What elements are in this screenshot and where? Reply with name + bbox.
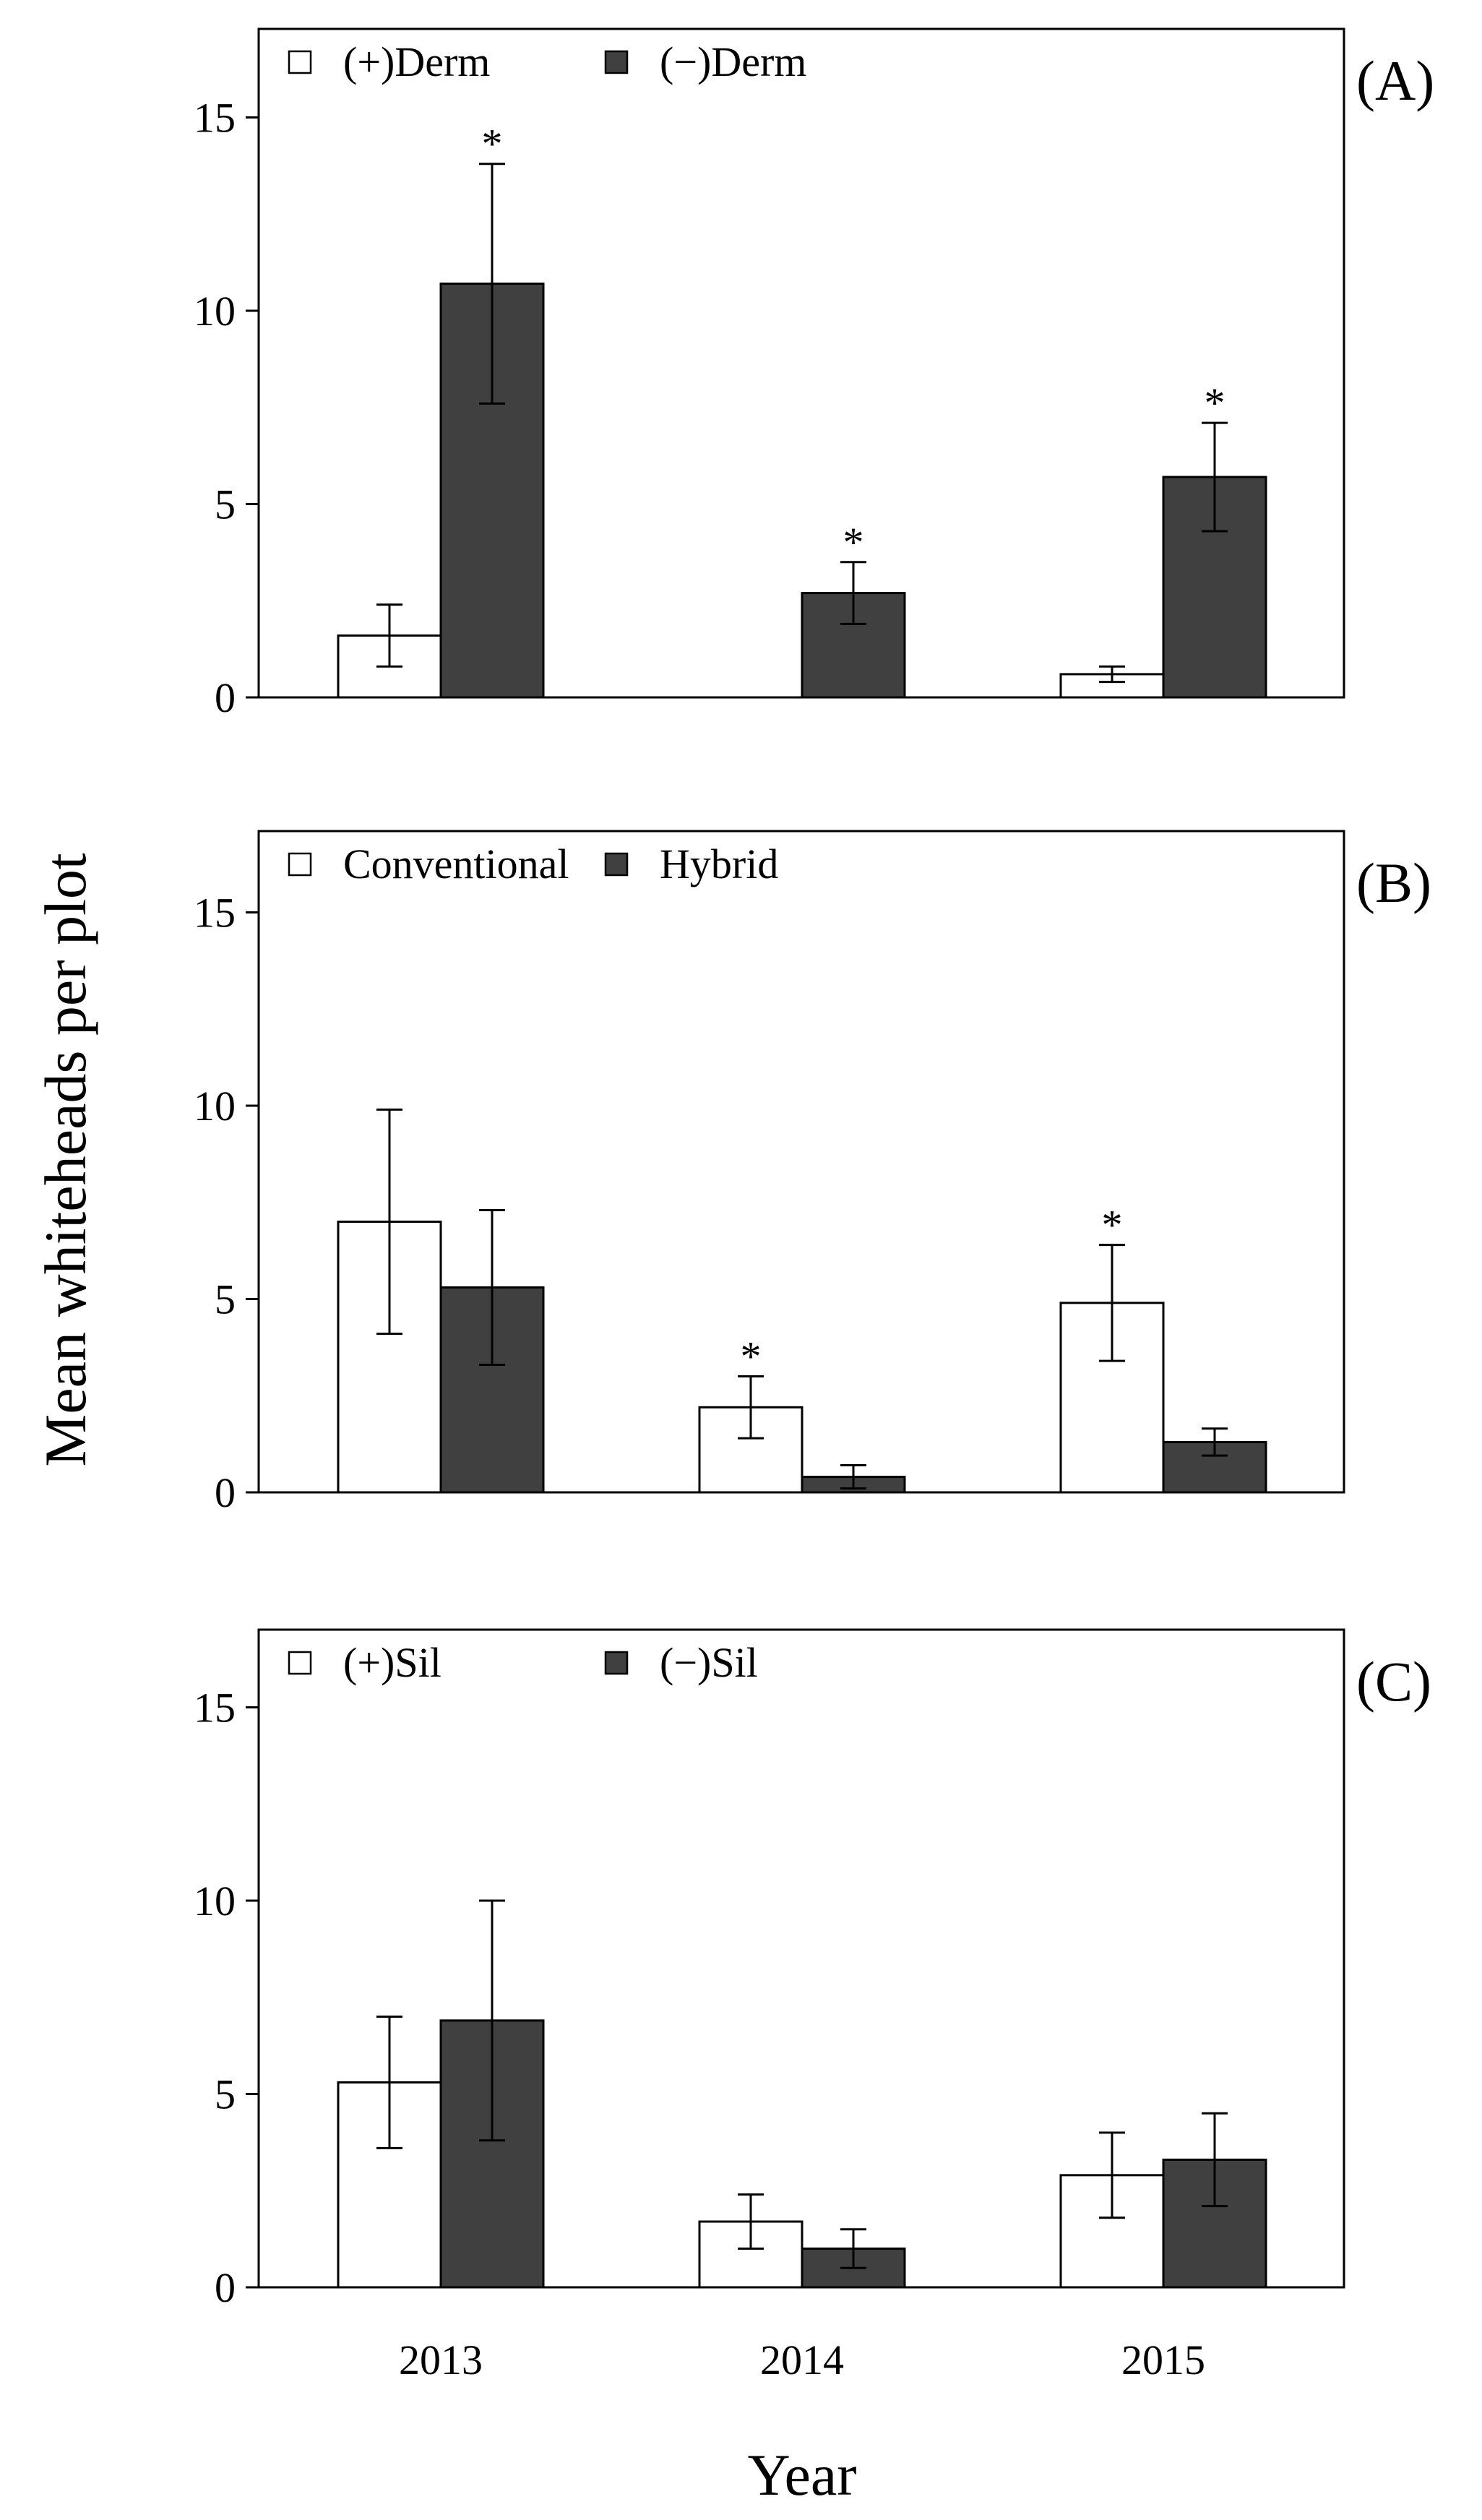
panel-label: (B) — [1356, 851, 1431, 914]
y-tick-label: 0 — [215, 1469, 236, 1516]
panel-c: 0 5 10 15 (+)Sil (−)Sil (C) — [194, 1628, 1431, 2311]
y-tick-label: 15 — [194, 95, 236, 142]
legend-swatch — [604, 50, 629, 74]
y-tick-label: 10 — [194, 1083, 236, 1130]
y-tick-label: 5 — [215, 1276, 236, 1323]
y-tick-label: 0 — [215, 2264, 236, 2311]
y-tick-label: 5 — [215, 2071, 236, 2118]
legend-swatch — [604, 1651, 629, 1675]
x-tick-label: 2013 — [399, 2336, 483, 2383]
bar — [1162, 476, 1267, 699]
panel-a: 0 5 10 15 * * * (+)Derm (−)Derm (A) — [194, 27, 1434, 721]
y-tick-label: 5 — [215, 481, 236, 528]
x-tick-label: 2014 — [760, 2336, 844, 2383]
legend-label: (+)Derm — [343, 38, 490, 85]
y-tick-label: 10 — [194, 1878, 236, 1925]
x-tick-label: 2015 — [1121, 2336, 1205, 2383]
significance-marker: * — [843, 519, 864, 566]
y-tick-label: 0 — [215, 674, 236, 721]
legend-label: (−)Derm — [660, 38, 806, 85]
legend-label: Conventional — [343, 840, 569, 887]
legend-swatch — [288, 852, 312, 877]
panel-label: (A) — [1356, 49, 1434, 112]
legend-label: Hybrid — [660, 840, 778, 887]
panel-label: (C) — [1356, 1650, 1431, 1713]
significance-marker: * — [1102, 1202, 1123, 1249]
legend-swatch — [288, 1651, 312, 1675]
significance-marker: * — [482, 121, 503, 168]
x-axis-title: Year — [747, 2442, 856, 2508]
legend-label: (+)Sil — [343, 1639, 441, 1686]
legend-label: (−)Sil — [660, 1639, 758, 1686]
significance-marker: * — [1205, 379, 1225, 426]
legend-swatch — [604, 852, 629, 877]
bar — [439, 1286, 545, 1494]
panel-b: 0 5 10 15 * * Conventional Hybrid (B) — [194, 830, 1431, 1516]
y-axis-title: Mean whiteheads per plot — [33, 853, 98, 1467]
y-tick-label: 15 — [194, 1685, 236, 1732]
y-tick-label: 15 — [194, 890, 236, 937]
y-tick-label: 10 — [194, 288, 236, 335]
legend-swatch — [288, 50, 312, 74]
significance-marker: * — [741, 1333, 762, 1380]
